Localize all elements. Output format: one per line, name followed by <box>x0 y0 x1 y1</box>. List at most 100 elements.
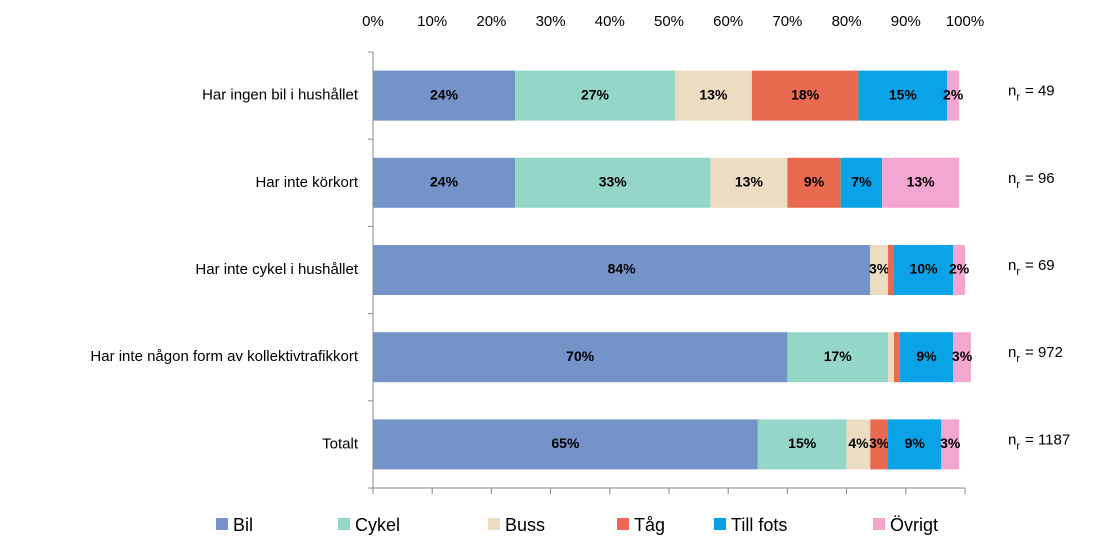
bar-segment <box>953 245 965 295</box>
n-value: = 96 <box>1025 170 1055 187</box>
n-symbol: n <box>1008 257 1016 274</box>
bar-segment <box>899 332 954 383</box>
x-tick-label: 20% <box>476 13 506 30</box>
n-label: nr = 1187 <box>1008 431 1070 452</box>
legend-swatch <box>216 518 228 530</box>
bar-segment <box>941 419 960 470</box>
bar-segment <box>373 332 788 383</box>
data-label: 24% <box>430 174 459 190</box>
legend-swatch <box>488 518 500 530</box>
data-label: 3% <box>869 261 890 277</box>
n-label: nr = 69 <box>1008 257 1055 278</box>
n-value: = 49 <box>1025 83 1055 100</box>
data-label: 15% <box>889 86 918 102</box>
x-tick-label: 60% <box>713 13 743 30</box>
legend-label: Bil <box>233 515 253 535</box>
bar-segment <box>858 70 948 121</box>
data-label: 9% <box>804 174 825 190</box>
n-label: nr = 49 <box>1008 83 1055 104</box>
bar-segment <box>674 70 752 121</box>
data-label: 33% <box>599 174 628 190</box>
x-tick-label: 100% <box>946 13 984 30</box>
bar-segment <box>888 245 894 295</box>
legend-swatch <box>873 518 885 530</box>
n-label: nr = 972 <box>1008 344 1063 365</box>
data-label: 70% <box>566 348 595 364</box>
data-label: 27% <box>581 86 610 102</box>
data-label: 3% <box>952 348 973 364</box>
n-subscript: r <box>1016 92 1020 104</box>
data-label: 18% <box>791 86 820 102</box>
legend-swatch <box>338 518 350 530</box>
bar-segment <box>373 419 758 470</box>
bar-segment <box>888 332 894 383</box>
data-label: 24% <box>430 86 459 102</box>
bar-segment <box>515 70 675 121</box>
legend-label: Övrigt <box>890 515 938 535</box>
y-tick-label: Har inte någon form av kollektivtrafikko… <box>90 348 358 365</box>
n-value: = 69 <box>1025 257 1055 274</box>
bar-segment <box>840 157 883 208</box>
data-label: 84% <box>608 261 637 277</box>
legend-label: Till fots <box>731 515 787 535</box>
data-label: 10% <box>910 261 939 277</box>
n-subscript: r <box>1016 179 1020 191</box>
x-tick-label: 80% <box>832 13 862 30</box>
data-label: 65% <box>551 435 580 451</box>
legend-label: Tåg <box>634 515 665 535</box>
bar-segment <box>373 157 516 208</box>
bar-segment <box>846 419 871 470</box>
data-label: 7% <box>851 174 872 190</box>
bar-segment <box>710 157 788 208</box>
y-tick-label: Har inte cykel i hushållet <box>195 261 358 278</box>
bar-segment <box>757 419 847 470</box>
data-label: 17% <box>824 348 853 364</box>
bar-segment <box>953 332 971 383</box>
bar-segment <box>882 157 960 208</box>
data-label: 3% <box>869 435 890 451</box>
bar-segment <box>373 70 516 121</box>
data-label: 13% <box>735 174 764 190</box>
data-label: 2% <box>943 86 964 102</box>
data-label: 9% <box>905 435 926 451</box>
legend-label: Buss <box>505 515 545 535</box>
bar-segment <box>893 332 900 383</box>
n-symbol: n <box>1008 344 1016 361</box>
n-subscript: r <box>1016 266 1020 278</box>
legend-swatch <box>617 518 629 530</box>
bar-segment <box>751 70 859 121</box>
bar-segment <box>893 245 954 295</box>
x-tick-label: 40% <box>595 13 625 30</box>
x-tick-label: 70% <box>772 13 802 30</box>
x-tick-label: 90% <box>891 13 921 30</box>
data-label: 2% <box>949 261 970 277</box>
data-label: 4% <box>848 435 869 451</box>
data-label: 9% <box>916 348 937 364</box>
n-subscript: r <box>1016 440 1020 452</box>
bar-segment <box>870 245 889 295</box>
bar-segment <box>515 157 711 208</box>
y-tick-label: Har ingen bil i hushållet <box>202 87 359 104</box>
n-value: = 972 <box>1025 344 1063 361</box>
n-symbol: n <box>1008 83 1016 100</box>
data-label: 13% <box>907 174 936 190</box>
n-label: nr = 96 <box>1008 170 1055 191</box>
legend-label: Cykel <box>355 515 400 535</box>
bar-segment <box>787 157 841 208</box>
n-subscript: r <box>1016 353 1020 365</box>
x-tick-label: 30% <box>536 13 566 30</box>
y-tick-label: Har inte körkort <box>255 174 358 191</box>
y-tick-label: Totalt <box>322 435 359 452</box>
n-symbol: n <box>1008 431 1016 448</box>
bar-segment <box>888 419 942 470</box>
x-tick-label: 10% <box>417 13 447 30</box>
bar-segment <box>947 70 960 121</box>
n-symbol: n <box>1008 170 1016 187</box>
bar-segment <box>373 245 871 295</box>
bar-segment <box>787 332 889 383</box>
data-label: 13% <box>699 86 728 102</box>
data-label: 3% <box>940 435 961 451</box>
bar-segment <box>870 419 889 470</box>
data-label: 15% <box>788 435 817 451</box>
